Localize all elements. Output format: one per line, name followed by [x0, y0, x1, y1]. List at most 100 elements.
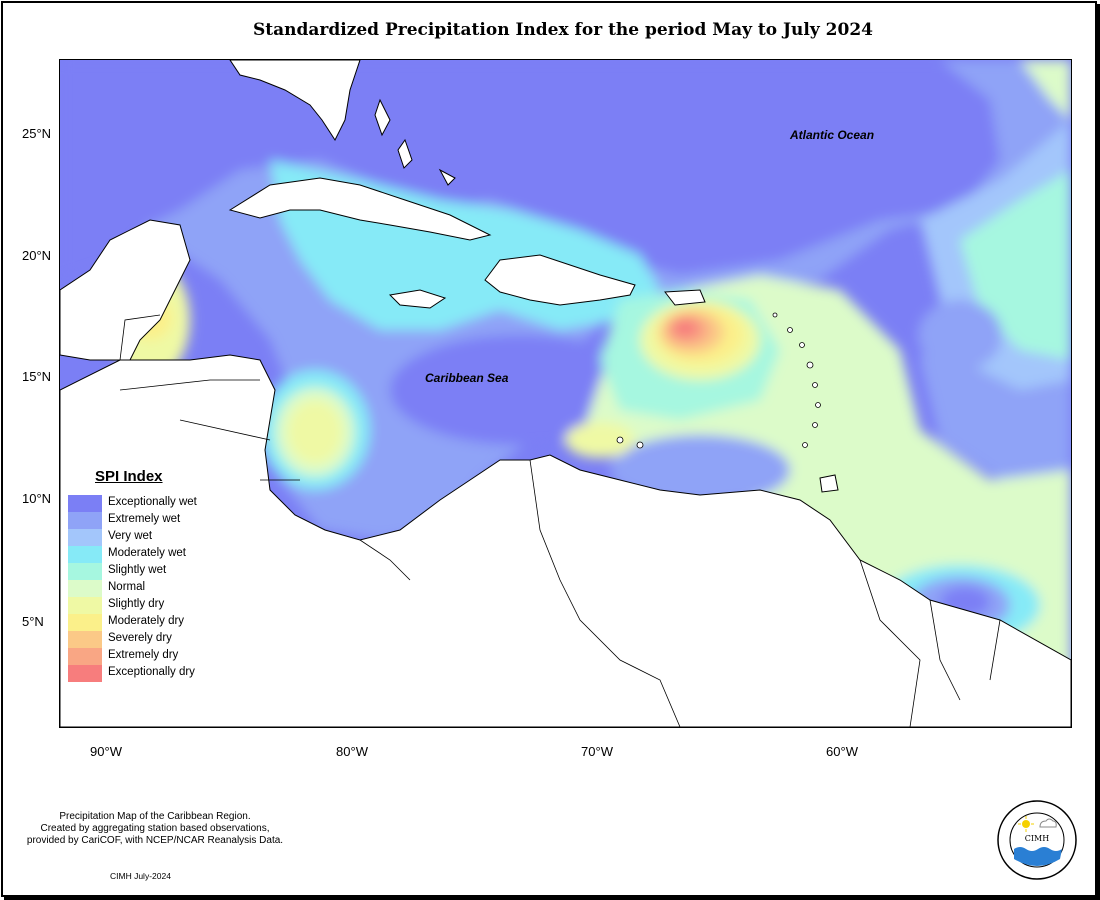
land-masses — [60, 60, 1071, 727]
cloud-icon — [1039, 818, 1057, 828]
legend-title: SPI Index — [95, 468, 163, 485]
legend-label: Extremely dry — [108, 649, 179, 661]
lat-label-5: 5°N — [22, 614, 44, 629]
island-5 — [812, 382, 818, 388]
credit-line: Created by aggregating station based obs… — [40, 823, 270, 834]
island-curacao — [636, 441, 644, 449]
land-trinidad — [819, 474, 839, 493]
island-3 — [799, 342, 805, 348]
land-florida — [229, 60, 361, 142]
legend-item: Very wet — [68, 529, 248, 546]
credit-line: provided by CariCOF, with NCEP/NCAR Rean… — [26, 835, 284, 846]
lon-label-90: 90°W — [90, 744, 122, 759]
legend-label: Very wet — [108, 530, 153, 542]
cimh-logo: CIMH — [996, 799, 1078, 881]
land-central-south-america — [60, 354, 1071, 727]
island-7 — [812, 422, 818, 428]
legend-label: Exceptionally dry — [108, 666, 195, 678]
land-bahamas-2 — [397, 138, 413, 169]
legend-item: Exceptionally wet — [68, 495, 248, 512]
legend-label: Severely dry — [108, 632, 172, 644]
legend-swatch — [68, 529, 102, 546]
border-suriname-guiana — [989, 619, 1001, 681]
lat-label-15: 15°N — [22, 369, 52, 384]
land-cuba — [228, 177, 492, 241]
legend-label: Moderately dry — [108, 615, 185, 627]
legend-swatch — [68, 665, 102, 682]
zone-aruba-dry — [565, 422, 635, 458]
zone-extremely-wet-ne — [918, 300, 1002, 370]
zone-caribbean-core — [390, 335, 650, 445]
logo-initials: CIMH — [1025, 834, 1049, 843]
zone-venezuela-offshore — [610, 435, 790, 505]
credit-text: Precipitation Map of the Caribbean Regio… — [0, 811, 310, 847]
country-borders — [119, 314, 1001, 727]
land-jamaica — [388, 289, 447, 309]
legend-swatch — [68, 563, 102, 580]
map-title: Standardized Precipitation Index for the… — [252, 20, 873, 40]
border-belize — [119, 314, 161, 361]
waves-icon — [1014, 847, 1062, 866]
legend-item: Moderately dry — [68, 614, 248, 631]
zone-exceptionally-dry — [672, 319, 698, 337]
label-atlantic-ocean: Atlantic Ocean — [790, 128, 875, 142]
lon-label-60: 60°W — [826, 744, 858, 759]
land-hispaniola — [484, 254, 636, 306]
lesser-antilles — [616, 312, 821, 449]
legend-label: Slightly dry — [108, 598, 165, 610]
map-canvas — [60, 60, 1071, 727]
legend-item: Severely dry — [68, 631, 248, 648]
lat-label-20: 20°N — [22, 248, 52, 263]
land-puerto-rico — [664, 289, 706, 306]
legend-label: Slightly wet — [108, 564, 167, 576]
label-caribbean-sea: Caribbean Sea — [425, 371, 509, 385]
legend-swatch — [68, 597, 102, 614]
border-guyana-suriname — [929, 599, 961, 701]
lat-label-25: 25°N — [22, 126, 52, 141]
zone-normal-ne — [1020, 60, 1071, 120]
credit-line: Precipitation Map of the Caribbean Regio… — [59, 811, 251, 822]
border-honduras — [179, 419, 271, 441]
credit-date: CIMH July-2024 — [110, 871, 171, 881]
border-colombia-venezuela — [529, 459, 681, 727]
legend-swatch — [68, 512, 102, 529]
sun-icon — [1022, 820, 1030, 828]
legend-item: Slightly wet — [68, 563, 248, 580]
island-6 — [815, 402, 821, 408]
cimh-logo-graphic: CIMH — [997, 800, 1077, 880]
lon-label-70: 70°W — [581, 744, 613, 759]
spi-map: Atlantic Ocean Caribbean Sea — [59, 59, 1072, 728]
legend-swatch — [68, 614, 102, 631]
border-panama — [359, 539, 411, 581]
island-4 — [806, 361, 814, 369]
sun-rays-icon — [1018, 816, 1034, 832]
legend-label: Normal — [108, 581, 146, 593]
lat-label-10: 10°N — [22, 491, 52, 506]
legend-swatch — [68, 580, 102, 597]
legend-item: Extremely dry — [68, 648, 248, 665]
island-2 — [787, 327, 793, 333]
border-guatemala — [119, 379, 260, 391]
legend-swatch — [68, 631, 102, 648]
legend-item: Normal — [68, 580, 248, 597]
legend-label: Extremely wet — [108, 513, 181, 525]
legend-swatch — [68, 648, 102, 665]
legend-item: Exceptionally dry — [68, 665, 248, 682]
legend-item: Slightly dry — [68, 597, 248, 614]
island-aruba — [616, 436, 624, 444]
legend-swatch — [68, 546, 102, 563]
zone-nicaragua-dry — [287, 400, 343, 464]
legend-label: Moderately wet — [108, 547, 186, 559]
land-bahamas-3 — [438, 168, 456, 186]
legend-item: Extremely wet — [68, 512, 248, 529]
land-mexico-yucatan — [60, 219, 191, 361]
island-1 — [772, 312, 778, 318]
legend-item: Moderately wet — [68, 546, 248, 563]
lon-label-80: 80°W — [336, 744, 368, 759]
zone-exceptionally-wet-north — [60, 60, 1000, 280]
border-venezuela-guyana — [859, 559, 921, 727]
legend-swatch — [68, 495, 102, 512]
legend-label: Exceptionally wet — [108, 496, 197, 508]
island-8 — [802, 442, 808, 448]
land-bahamas-1 — [374, 98, 391, 137]
